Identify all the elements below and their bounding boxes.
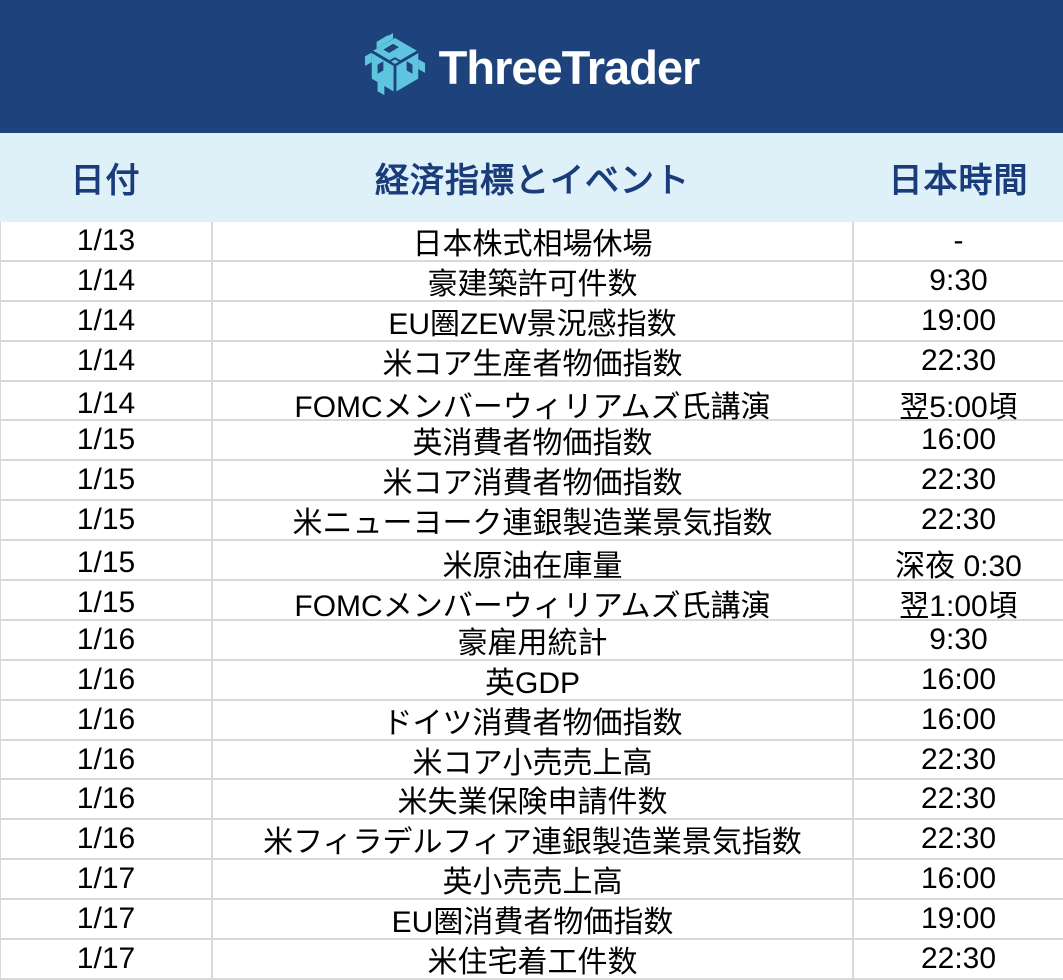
column-header-event: 経済指標とイベント (375, 162, 690, 200)
table-row: 1/14 豪建築許可件数 9:30 (1, 261, 1063, 302)
event-cell: 豪建築許可件数 (211, 261, 854, 300)
table-row: 1/14 米コア生産者物価指数 22:30 (1, 341, 1063, 382)
table-row: 1/17 米住宅着工件数 22:30 (1, 940, 1063, 980)
event-cell: 米コア生産者物価指数 (211, 341, 854, 380)
date-cell: 1/15 (76, 463, 136, 497)
event-cell: 豪雇用統計 (211, 620, 854, 659)
table-row: 1/16 米フィラデルフィア連銀製造業景気指数 22:30 (1, 820, 1063, 861)
time-cell: 9:30 (929, 622, 988, 656)
events-table: 1/13 日本株式相場休場 - 1/14 豪建築許可件数 9:30 1/14 E… (0, 222, 1063, 980)
table-row: 1/16 ドイツ消費者物価指数 16:00 (1, 700, 1063, 741)
event-cell: 英消費者物価指数 (211, 421, 854, 460)
date-cell: 1/15 (76, 423, 136, 457)
event-cell: 英小売売上高 (211, 860, 854, 899)
date-cell: 1/14 (76, 263, 136, 297)
time-cell: 22:30 (920, 463, 997, 497)
event-cell: EU圏ZEW景況感指数 (211, 301, 854, 340)
event-cell: 米住宅着工件数 (211, 940, 854, 978)
event-cell: 日本株式相場休場 (211, 222, 854, 260)
date-cell: 1/17 (76, 941, 136, 975)
date-cell: 1/15 (76, 503, 136, 537)
table-row: 1/17 EU圏消費者物価指数 19:00 (1, 900, 1063, 941)
table-row: 1/15 米ニューヨーク連銀製造業景気指数 22:30 (1, 501, 1063, 542)
event-cell: 米フィラデルフィア連銀製造業景気指数 (211, 820, 854, 859)
table-row: 1/16 米コア小売売上高 22:30 (1, 740, 1063, 781)
table-row: 1/17 英小売売上高 16:00 (1, 860, 1063, 901)
column-header-date: 日付 (70, 162, 141, 200)
date-cell: 1/14 (76, 343, 136, 377)
time-cell: 翌1:00頃 (899, 590, 1018, 624)
table-row: 1/15 FOMCメンバーウィリアムズ氏講演 翌1:00頃 (1, 581, 1063, 626)
event-cell: FOMCメンバーウィリアムズ氏講演 (211, 581, 854, 626)
table-row: 1/15 米原油在庫量 深夜 0:30 (1, 541, 1063, 586)
date-cell: 1/16 (76, 782, 136, 816)
time-cell: 22:30 (920, 941, 997, 975)
table-row: 1/14 EU圏ZEW景況感指数 19:00 (1, 301, 1063, 342)
table-row: 1/15 英消費者物価指数 16:00 (1, 421, 1063, 462)
time-cell: 16:00 (920, 862, 997, 896)
date-cell: 1/16 (76, 702, 136, 736)
table-row: 1/16 豪雇用統計 9:30 (1, 620, 1063, 661)
table-row: 1/15 米コア消費者物価指数 22:30 (1, 461, 1063, 502)
date-cell: 1/15 (76, 546, 136, 580)
date-cell: 1/13 (76, 223, 136, 257)
table-row: 1/16 米失業保険申請件数 22:30 (1, 780, 1063, 821)
date-cell: 1/16 (76, 742, 136, 776)
time-cell: 9:30 (929, 263, 988, 297)
time-cell: - (953, 223, 964, 257)
date-cell: 1/16 (76, 662, 136, 696)
time-cell: 19:00 (920, 303, 997, 337)
event-cell: EU圏消費者物価指数 (211, 900, 854, 939)
event-cell: 英GDP (211, 660, 854, 699)
date-cell: 1/16 (76, 622, 136, 656)
threetrader-cube-icon (364, 32, 425, 95)
event-cell: 米原油在庫量 (211, 541, 854, 586)
event-cell: 米コア小売売上高 (211, 740, 854, 779)
time-cell: 22:30 (920, 742, 997, 776)
header-banner: ThreeTrader (0, 0, 1063, 133)
date-cell: 1/15 (76, 586, 136, 620)
table-row: 1/13 日本株式相場休場 - (1, 222, 1063, 262)
event-cell: 米ニューヨーク連銀製造業景気指数 (211, 501, 854, 540)
event-cell: FOMCメンバーウィリアムズ氏講演 (211, 381, 854, 426)
table-row: 1/14 FOMCメンバーウィリアムズ氏講演 翌5:00頃 (1, 381, 1063, 426)
time-cell: 22:30 (920, 782, 997, 816)
date-cell: 1/14 (76, 386, 136, 420)
time-cell: 16:00 (920, 423, 997, 457)
time-cell: 22:30 (920, 503, 997, 537)
time-cell: 翌5:00頃 (899, 390, 1018, 424)
event-cell: 米コア消費者物価指数 (211, 461, 854, 500)
time-cell: 16:00 (920, 702, 997, 736)
date-cell: 1/17 (76, 902, 136, 936)
table-row: 1/16 英GDP 16:00 (1, 660, 1063, 701)
time-cell: 深夜 0:30 (895, 550, 1022, 584)
brand-name: ThreeTrader (438, 41, 701, 94)
brand-logo: ThreeTrader (364, 32, 700, 102)
time-cell: 19:00 (920, 902, 997, 936)
time-cell: 22:30 (920, 822, 997, 856)
time-cell: 16:00 (920, 662, 997, 696)
column-header-time: 日本時間 (888, 162, 1029, 200)
date-cell: 1/17 (76, 862, 136, 896)
event-cell: 米失業保険申請件数 (211, 780, 854, 819)
table-header-row: 日付 経済指標とイベント 日本時間 (0, 133, 1063, 222)
event-cell: ドイツ消費者物価指数 (211, 700, 854, 739)
date-cell: 1/14 (76, 303, 136, 337)
date-cell: 1/16 (76, 822, 136, 856)
time-cell: 22:30 (920, 343, 997, 377)
